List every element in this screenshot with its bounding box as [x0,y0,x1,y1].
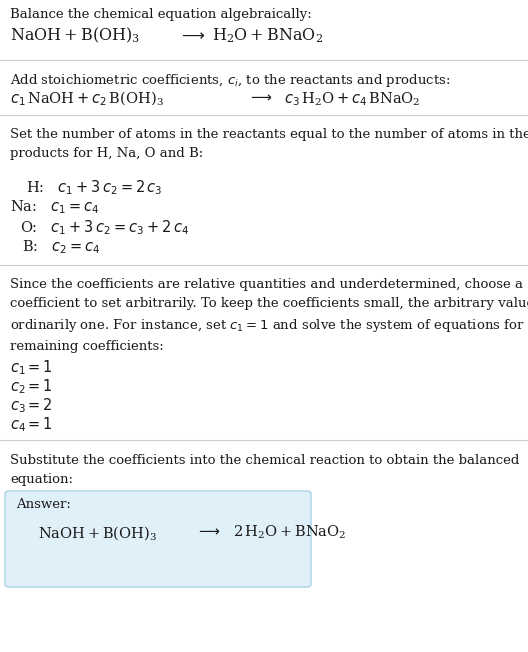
Text: $c_2 = 1$: $c_2 = 1$ [10,377,53,396]
Text: $\longrightarrow$: $\longrightarrow$ [196,524,221,538]
Text: B:   $c_2 = c_4$: B: $c_2 = c_4$ [22,238,100,256]
Text: $\longrightarrow$: $\longrightarrow$ [248,90,273,104]
Text: $c_3\,\mathregular{H_2O} + c_4\,\mathregular{BNaO_2}$: $c_3\,\mathregular{H_2O} + c_4\,\mathreg… [284,90,420,108]
Text: Since the coefficients are relative quantities and underdetermined, choose a
coe: Since the coefficients are relative quan… [10,278,528,353]
Text: $c_1 = 1$: $c_1 = 1$ [10,358,53,377]
Text: $\mathregular{NaOH + B(OH)_3}$: $\mathregular{NaOH + B(OH)_3}$ [38,524,157,542]
Text: O:   $c_1 + 3\,c_2 = c_3 + 2\,c_4$: O: $c_1 + 3\,c_2 = c_3 + 2\,c_4$ [20,218,189,237]
Text: $\longrightarrow$: $\longrightarrow$ [178,26,205,43]
Text: Answer:: Answer: [16,498,71,511]
Text: Set the number of atoms in the reactants equal to the number of atoms in the
pro: Set the number of atoms in the reactants… [10,128,528,160]
Text: Na:   $c_1 = c_4$: Na: $c_1 = c_4$ [10,198,99,216]
Text: $c_1\,\mathregular{NaOH} + c_2\,\mathregular{B(OH)_3}$: $c_1\,\mathregular{NaOH} + c_2\,\mathreg… [10,90,164,108]
Text: $\mathregular{NaOH + B(OH)_3}$: $\mathregular{NaOH + B(OH)_3}$ [10,26,140,46]
FancyBboxPatch shape [5,491,311,587]
Text: $\mathregular{H_2O + BNaO_2}$: $\mathregular{H_2O + BNaO_2}$ [212,26,323,45]
Text: Add stoichiometric coefficients, $c_i$, to the reactants and products:: Add stoichiometric coefficients, $c_i$, … [10,72,450,89]
Text: Balance the chemical equation algebraically:: Balance the chemical equation algebraica… [10,8,312,21]
Text: $\mathregular{2\,H_2O + BNaO_2}$: $\mathregular{2\,H_2O + BNaO_2}$ [233,524,346,541]
Text: H:   $c_1 + 3\,c_2 = 2\,c_3$: H: $c_1 + 3\,c_2 = 2\,c_3$ [26,178,163,197]
Text: Substitute the coefficients into the chemical reaction to obtain the balanced
eq: Substitute the coefficients into the che… [10,454,520,486]
Text: $c_3 = 2$: $c_3 = 2$ [10,396,53,415]
Text: $c_4 = 1$: $c_4 = 1$ [10,415,53,434]
